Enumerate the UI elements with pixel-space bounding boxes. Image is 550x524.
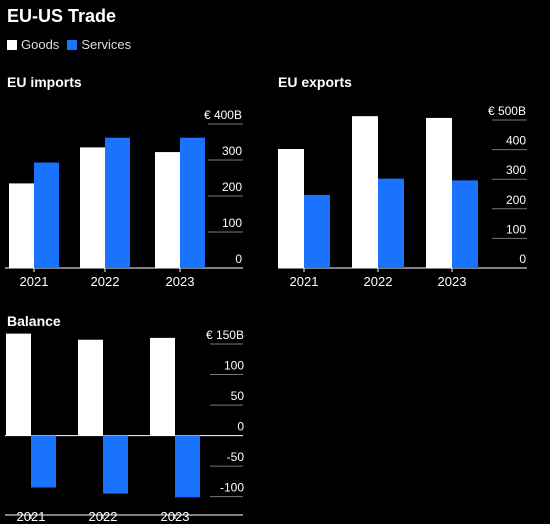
balance-ytick-label: -100 xyxy=(220,481,244,495)
imports-xtick-label: 2022 xyxy=(91,274,120,289)
panel-title-imports: EU imports xyxy=(7,74,82,90)
balance-bar-goods-2021 xyxy=(6,333,31,436)
exports-bar-services-2022 xyxy=(378,178,404,268)
imports-bar-goods-2023 xyxy=(155,152,180,268)
exports-xtick-label: 2021 xyxy=(290,274,319,289)
imports-bar-goods-2022 xyxy=(80,147,105,268)
exports-xtick-label: 2023 xyxy=(438,274,467,289)
exports-ytick-label: 0 xyxy=(519,252,526,266)
imports-xtick-label: 2023 xyxy=(166,274,195,289)
balance-ytick-label: -50 xyxy=(227,450,245,464)
panel-title-balance: Balance xyxy=(7,313,61,329)
exports-ytick-label: € 500B xyxy=(488,104,526,118)
chart-title: EU-US Trade xyxy=(7,6,117,26)
legend-item-goods: Goods xyxy=(7,37,59,52)
balance-ytick-label: € 150B xyxy=(206,328,244,342)
imports-xtick-label: 2021 xyxy=(20,274,49,289)
balance-ytick-label: 50 xyxy=(231,389,245,403)
imports-ytick-label: 100 xyxy=(222,216,242,230)
exports-bar-services-2023 xyxy=(452,180,478,268)
exports-bar-goods-2023 xyxy=(426,117,452,268)
imports-ytick-label: 300 xyxy=(222,144,242,158)
imports-bar-goods-2021 xyxy=(9,183,34,268)
balance-bar-services-2023 xyxy=(175,435,200,498)
legend: Goods Services xyxy=(7,37,131,52)
exports-bar-goods-2021 xyxy=(278,149,304,268)
balance-xtick-label: 2022 xyxy=(89,509,118,524)
imports-bar-services-2023 xyxy=(180,137,205,268)
balance-bar-goods-2023 xyxy=(150,337,175,436)
exports-ytick-label: 300 xyxy=(506,163,526,177)
legend-label-services: Services xyxy=(81,37,132,52)
exports-ytick-label: 100 xyxy=(506,222,526,236)
imports-ytick-label: € 400B xyxy=(204,108,242,122)
imports-ytick-label: 0 xyxy=(235,252,242,266)
balance-ytick-label: 0 xyxy=(237,420,244,434)
exports-xtick-label: 2022 xyxy=(364,274,393,289)
legend-label-goods: Goods xyxy=(21,37,60,52)
exports-ytick-label: 400 xyxy=(506,134,526,148)
imports-ytick-label: 200 xyxy=(222,180,242,194)
exports-bar-goods-2022 xyxy=(352,116,378,268)
imports-bar-services-2021 xyxy=(34,162,59,268)
balance-xtick-label: 2023 xyxy=(161,509,190,524)
balance-xtick-label: 2021 xyxy=(17,509,46,524)
balance-ytick-label: 100 xyxy=(224,359,244,373)
exports-bar-services-2021 xyxy=(304,194,330,268)
imports-bar-services-2022 xyxy=(105,137,130,268)
exports-ytick-label: 200 xyxy=(506,193,526,207)
legend-item-services: Services xyxy=(67,37,131,52)
balance-bar-services-2021 xyxy=(31,435,56,488)
legend-swatch-goods xyxy=(7,39,17,50)
legend-swatch-services xyxy=(67,39,78,50)
balance-bar-goods-2022 xyxy=(78,339,103,436)
panel-title-exports: EU exports xyxy=(278,74,352,90)
balance-bar-services-2022 xyxy=(103,435,128,494)
